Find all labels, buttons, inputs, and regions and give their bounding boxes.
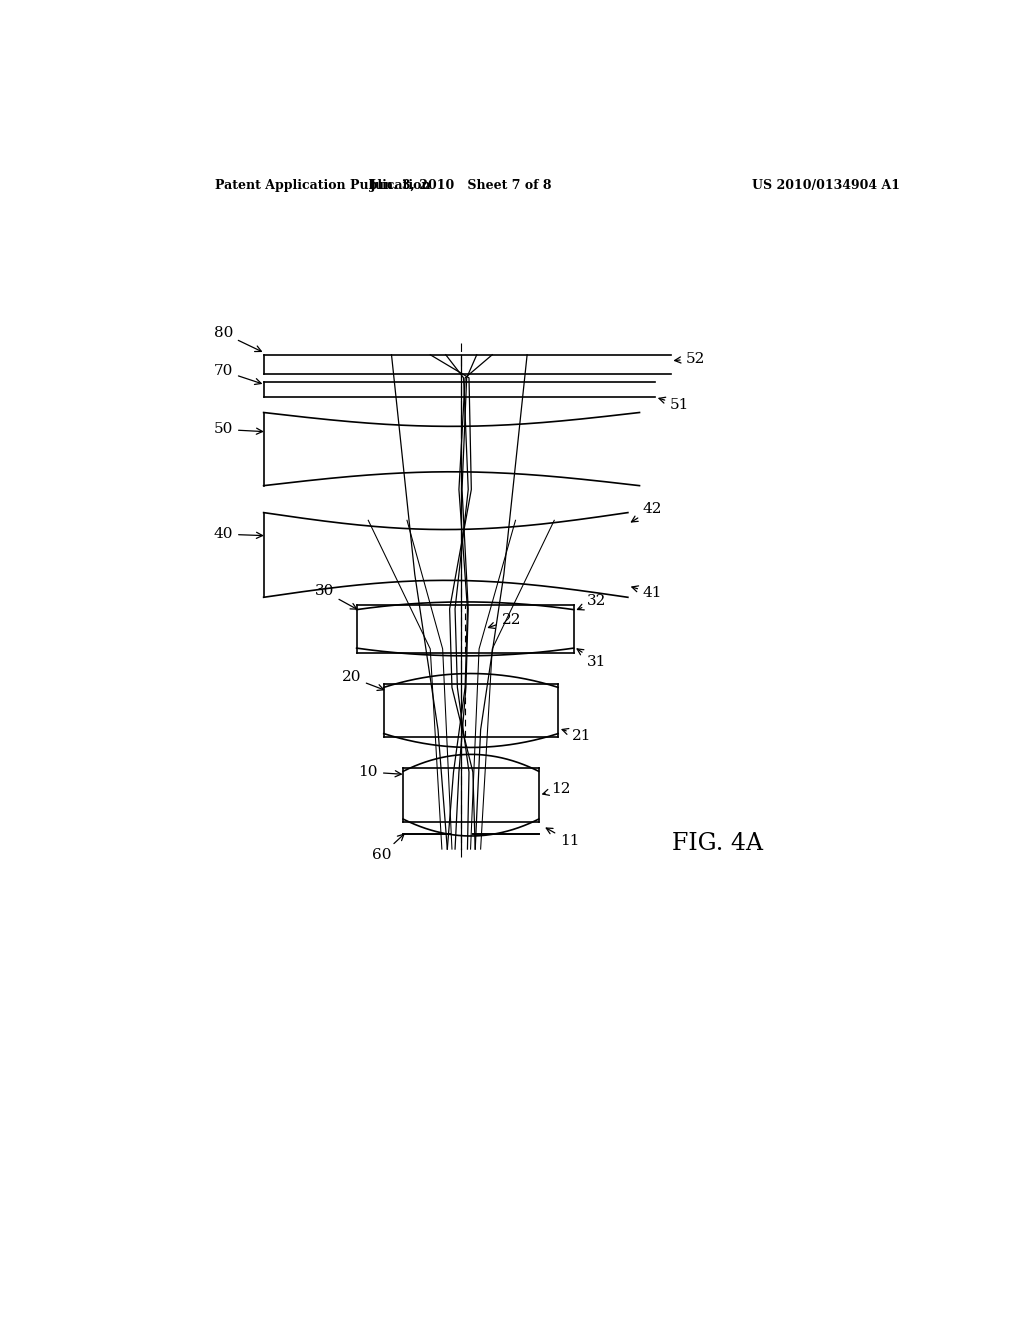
Text: 40: 40 — [214, 527, 262, 541]
Text: 20: 20 — [341, 671, 384, 690]
Text: 31: 31 — [578, 649, 606, 669]
Text: 42: 42 — [632, 502, 663, 521]
Text: 10: 10 — [358, 766, 401, 779]
Text: 21: 21 — [562, 729, 591, 743]
Text: 50: 50 — [214, 422, 262, 437]
Text: 60: 60 — [372, 834, 403, 862]
Text: Jun. 3, 2010   Sheet 7 of 8: Jun. 3, 2010 Sheet 7 of 8 — [370, 178, 553, 191]
Text: 52: 52 — [675, 351, 705, 366]
Text: Patent Application Publication: Patent Application Publication — [215, 178, 430, 191]
Text: 22: 22 — [488, 612, 521, 628]
Text: 80: 80 — [214, 326, 261, 351]
Text: 70: 70 — [214, 364, 261, 384]
Text: 41: 41 — [632, 586, 663, 601]
Text: 32: 32 — [578, 594, 606, 610]
Text: 11: 11 — [546, 828, 580, 849]
Text: 30: 30 — [314, 585, 356, 609]
Text: 51: 51 — [659, 397, 689, 412]
Text: US 2010/0134904 A1: US 2010/0134904 A1 — [752, 178, 899, 191]
Text: 12: 12 — [543, 781, 570, 796]
Text: FIG. 4A: FIG. 4A — [672, 832, 763, 855]
